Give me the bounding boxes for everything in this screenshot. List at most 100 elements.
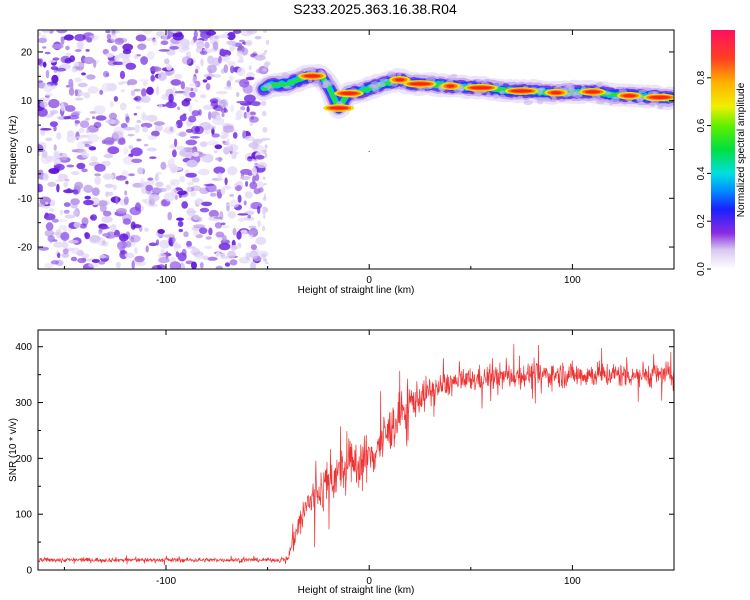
noise-blob	[71, 171, 80, 176]
noise-blob	[224, 86, 233, 90]
ridge-fuzz	[657, 105, 664, 110]
noise-blob	[103, 153, 114, 159]
noise-blob	[77, 40, 84, 50]
noise-blob	[200, 58, 204, 67]
noise-blob	[70, 198, 80, 206]
noise-blob	[88, 262, 99, 268]
noise-blob	[64, 58, 72, 64]
noise-blob	[90, 156, 98, 162]
noise-blob	[184, 97, 192, 102]
noise-blob	[254, 173, 260, 182]
noise-blob	[227, 166, 238, 176]
noise-blob	[81, 72, 86, 76]
noise-blob	[106, 33, 112, 40]
noise-blob	[169, 178, 180, 186]
noise-blob	[81, 168, 88, 173]
colorbar-label: Normalized spectral amplitude	[736, 82, 747, 217]
noise-blob	[105, 254, 110, 259]
noise-blob	[172, 32, 184, 41]
noise-blob	[136, 119, 141, 124]
noise-blob	[199, 262, 204, 269]
x-tick-label: 100	[564, 275, 581, 286]
noise-blob	[87, 86, 99, 94]
noise-blob	[95, 115, 107, 121]
noise-blob	[158, 103, 164, 109]
noise-blob	[248, 142, 259, 149]
noise-blob	[192, 151, 200, 157]
noise-blob	[49, 199, 56, 207]
noise-blob	[134, 247, 138, 254]
noise-blob	[235, 185, 242, 192]
snr-series-line	[38, 344, 674, 566]
noise-blob	[223, 64, 229, 74]
noise-blob	[232, 132, 238, 139]
noise-blob	[115, 261, 121, 269]
noise-blob	[86, 37, 93, 43]
noise-blob	[236, 100, 248, 104]
noise-blob	[189, 91, 196, 98]
noise-blob	[238, 217, 246, 222]
ridge-peak-core	[329, 106, 349, 110]
noise-blob	[93, 105, 106, 115]
noise-blob	[84, 144, 92, 148]
noise-blob	[108, 234, 119, 238]
noise-blob	[218, 55, 222, 64]
noise-blob	[38, 107, 48, 117]
noise-blob	[97, 200, 108, 207]
noise-blob	[133, 88, 141, 92]
noise-blob	[183, 231, 189, 238]
noise-blob	[79, 223, 87, 229]
noise-blob	[127, 81, 131, 86]
noise-blob	[184, 149, 197, 153]
noise-blob	[248, 65, 252, 71]
noise-blob	[191, 261, 197, 269]
noise-blob	[129, 234, 141, 243]
noise-blob	[251, 101, 261, 107]
noise-blob	[229, 259, 238, 266]
noise-blob	[43, 213, 56, 221]
noise-blob	[105, 118, 116, 125]
noise-blob	[146, 50, 155, 60]
noise-blob	[209, 209, 219, 218]
noise-blob	[119, 70, 126, 80]
noise-blob	[113, 96, 119, 102]
noise-blob	[53, 69, 58, 73]
noise-blob	[38, 58, 42, 65]
noise-blob	[98, 228, 103, 233]
noise-blob	[154, 124, 163, 132]
spectrogram-y-axis-label: Frequency (Hz)	[8, 116, 19, 185]
noise-blob	[76, 162, 86, 170]
ridge-peak-core	[585, 90, 601, 94]
noise-blob	[242, 130, 247, 139]
noise-blob	[57, 252, 61, 259]
noise-blob	[44, 263, 54, 269]
noise-blob	[181, 56, 192, 65]
noise-blob	[173, 242, 179, 249]
noise-blob	[258, 187, 264, 193]
noise-blob	[209, 192, 217, 197]
noise-blob	[143, 143, 149, 147]
noise-blob	[250, 201, 263, 210]
ridge-fuzz	[591, 94, 601, 99]
noise-blob	[150, 66, 158, 72]
noise-blob	[211, 133, 220, 138]
noise-blob	[223, 146, 230, 155]
noise-blob	[151, 130, 160, 137]
noise-blob	[78, 127, 85, 134]
noise-blob	[176, 217, 184, 221]
figure-title: S233.2025.363.16.38.R04	[293, 1, 457, 17]
noise-blob	[125, 116, 130, 124]
noise-blob	[38, 183, 43, 193]
noise-blob	[245, 181, 249, 187]
noise-blob	[98, 254, 107, 259]
noise-blob	[158, 257, 170, 264]
colorbar-gradient	[711, 30, 735, 269]
noise-blob	[261, 52, 267, 56]
noise-blob	[214, 144, 223, 150]
noise-blob	[207, 256, 218, 261]
noise-blob	[164, 125, 176, 135]
snr-x-axis-label: Height of straight line (km)	[298, 585, 415, 596]
noise-blob	[235, 110, 243, 120]
noise-blob	[169, 46, 179, 50]
noise-blob	[202, 255, 209, 261]
